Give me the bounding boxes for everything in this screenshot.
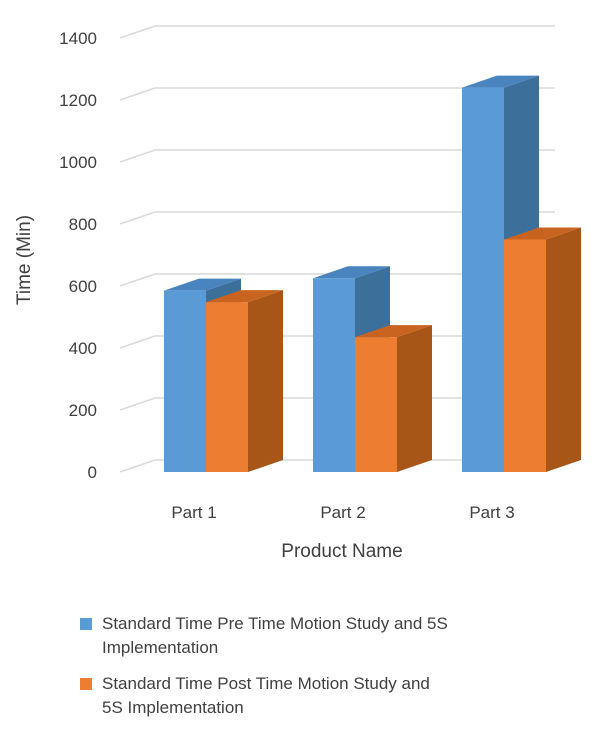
- y-axis-ticks: 0 200 400 600 800 1000 1200 1400: [59, 29, 97, 482]
- bars: [164, 75, 581, 472]
- bar-top-face: [504, 227, 581, 240]
- bar-front-face: [504, 239, 546, 472]
- bar-side-face: [397, 325, 432, 472]
- bar-top-face: [206, 290, 283, 303]
- legend-label-post-line2: 5S Implementation: [102, 698, 244, 717]
- bar-front-face: [206, 302, 248, 472]
- bar-top-face: [313, 266, 390, 279]
- y-tick-label: 1200: [59, 91, 97, 110]
- bar-top-face: [355, 325, 432, 338]
- y-tick-label: 800: [69, 215, 97, 234]
- y-tick-label: 1400: [59, 29, 97, 48]
- y-tick-label: 600: [69, 277, 97, 296]
- y-tick-label: 200: [69, 401, 97, 420]
- legend-swatch-post: [80, 678, 92, 690]
- bar-post-part-2: [355, 325, 432, 472]
- y-tick-label: 1000: [59, 153, 97, 172]
- x-axis-ticks: Part 1 Part 2 Part 3: [171, 503, 514, 522]
- bar-side-face: [248, 290, 283, 472]
- bar-top-face: [164, 278, 241, 291]
- gridline: [119, 149, 555, 163]
- legend-label-pre-line2: Implementation: [102, 638, 219, 657]
- x-tick-label: Part 2: [320, 503, 365, 522]
- bar-post-part-3: [504, 227, 581, 472]
- y-axis-title: Time (Min): [14, 215, 35, 305]
- x-axis-title: Product Name: [281, 541, 402, 562]
- bar-side-face: [546, 227, 581, 472]
- gridline: [119, 273, 555, 287]
- legend-swatch-pre: [80, 618, 92, 630]
- y-tick-label: 400: [69, 339, 97, 358]
- legend-label-post-line1: Standard Time Post Time Motion Study and: [102, 674, 430, 693]
- bar-post-part-1: [206, 290, 283, 472]
- y-tick-label: 0: [88, 463, 97, 482]
- x-tick-label: Part 1: [171, 503, 216, 522]
- legend-label-pre-line1: Standard Time Pre Time Motion Study and …: [102, 614, 448, 633]
- gridline: [119, 87, 555, 101]
- bar-front-face: [164, 290, 206, 472]
- x-tick-label: Part 3: [469, 503, 514, 522]
- gridlines: [119, 25, 555, 473]
- bar-front-face: [355, 337, 397, 472]
- legend: Standard Time Pre Time Motion Study and …: [80, 612, 580, 732]
- bar-front-face: [462, 87, 504, 472]
- gridline: [119, 211, 555, 225]
- gridline: [119, 25, 555, 39]
- bar-top-face: [462, 75, 539, 88]
- legend-item-post: Standard Time Post Time Motion Study and…: [80, 672, 580, 720]
- legend-item-pre: Standard Time Pre Time Motion Study and …: [80, 612, 580, 660]
- bar-front-face: [313, 278, 355, 472]
